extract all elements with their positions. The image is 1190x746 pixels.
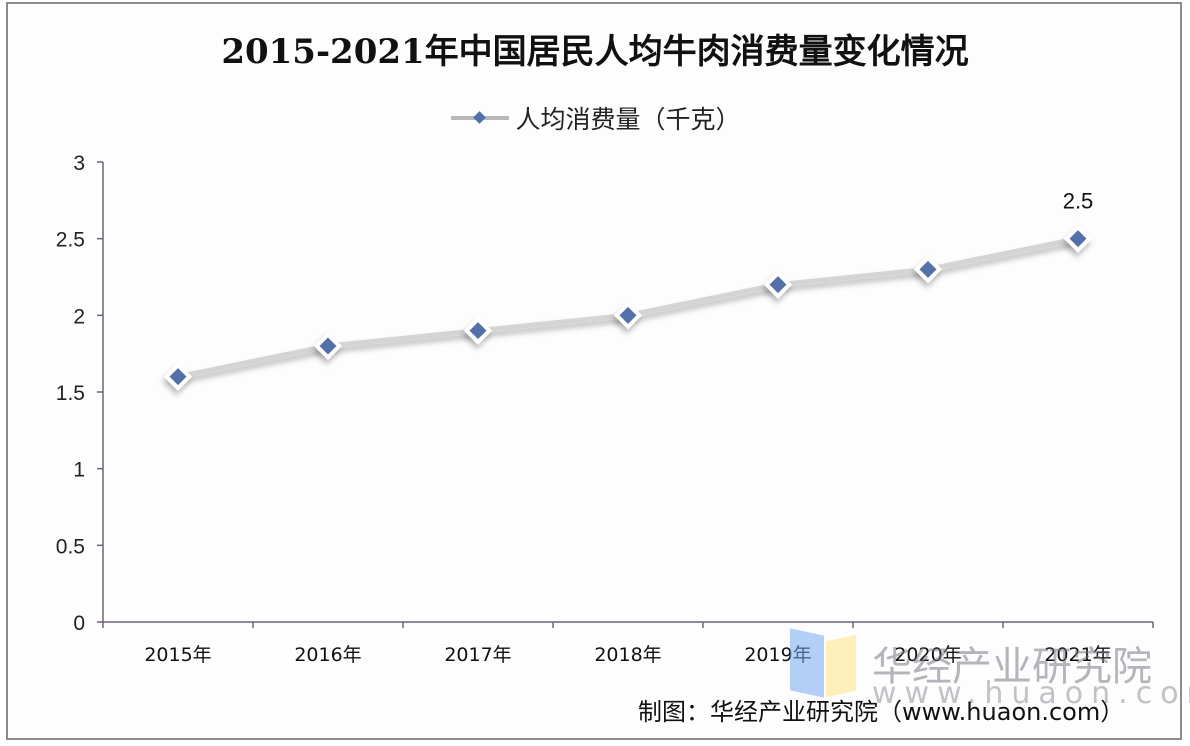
y-tick-label: 0	[73, 612, 85, 635]
data-point-diamond-icon[interactable]	[613, 301, 643, 330]
legend-diamond-line-icon	[451, 111, 510, 124]
legend-label: 人均消费量（千克）	[515, 105, 741, 134]
x-tick-label: 2020年	[894, 644, 961, 666]
data-point-diamond-icon[interactable]	[763, 270, 793, 299]
data-point-diamond-icon[interactable]	[313, 331, 343, 361]
legend: 人均消费量（千克）	[0, 100, 1190, 136]
data-label: 2.5	[1063, 189, 1094, 214]
y-tick-label: 2	[73, 305, 85, 328]
x-tick-label: 2019年	[744, 644, 811, 666]
y-tick-label: 1	[73, 459, 85, 482]
data-point-diamond-icon[interactable]	[463, 316, 493, 345]
data-point-diamond-icon[interactable]	[1063, 224, 1093, 253]
data-point-diamond-icon[interactable]	[163, 362, 193, 391]
y-tick-label: 0.5	[56, 535, 85, 558]
data-point-diamond-icon[interactable]	[913, 255, 943, 284]
x-tick-label: 2021年	[1044, 644, 1111, 666]
x-tick-label: 2018年	[594, 644, 661, 666]
x-tick-label: 2017年	[444, 644, 511, 666]
x-tick-label: 2015年	[144, 644, 211, 666]
chart-title: 2015-2021年中国居民人均牛肉消费量变化情况	[221, 32, 969, 72]
y-tick-label: 1.5	[56, 382, 85, 405]
x-tick-label: 2016年	[294, 644, 361, 666]
source-note: 制图：华经产业研究院（www.huaon.com）	[638, 698, 1125, 726]
y-tick-label: 3	[73, 152, 85, 175]
y-tick-label: 2.5	[56, 229, 85, 252]
